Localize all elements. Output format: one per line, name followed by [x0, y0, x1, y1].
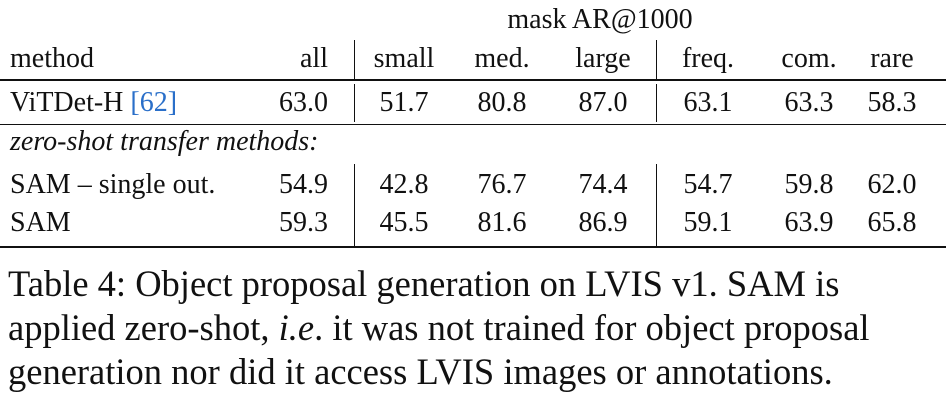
row-method: SAM	[10, 207, 71, 238]
cell-large: 74.4	[578, 169, 628, 200]
cell-freq: 59.1	[683, 207, 733, 238]
cell-rare: 65.8	[867, 207, 917, 238]
cell-med: 76.7	[477, 169, 527, 200]
cell-com: 63.3	[784, 87, 834, 118]
cell-med: 81.6	[477, 207, 527, 238]
cell-large: 86.9	[578, 207, 628, 238]
cell-freq: 54.7	[683, 169, 733, 200]
col-header-small: small	[373, 43, 435, 74]
caption-text: . it was not trained for object proposal	[314, 307, 870, 348]
cell-freq: 63.1	[683, 87, 733, 118]
col-header-large: large	[575, 43, 631, 74]
column-divider	[354, 164, 355, 246]
column-divider	[656, 40, 657, 80]
col-header-med: med.	[474, 43, 530, 74]
citation-link[interactable]: [62]	[130, 87, 178, 118]
cell-com: 63.9	[784, 207, 834, 238]
caption-italic-ie: i.e	[278, 307, 315, 348]
cell-small: 42.8	[379, 169, 429, 200]
caption-text: applied zero-shot,	[8, 307, 279, 348]
cell-all: 63.0	[279, 87, 328, 118]
row-method: SAM – single out.	[10, 169, 216, 200]
col-header-rare: rare	[870, 43, 914, 74]
caption-line-1: Table 4: Object proposal generation on L…	[8, 262, 943, 306]
cell-small: 45.5	[379, 207, 429, 238]
method-name: ViTDet-H	[10, 87, 124, 118]
section-rule	[0, 124, 946, 125]
col-header-com: com.	[781, 43, 837, 74]
column-divider	[656, 84, 657, 122]
col-header-freq: freq.	[681, 43, 735, 74]
column-divider	[354, 84, 355, 122]
cell-small: 51.7	[379, 87, 429, 118]
table-caption: Table 4: Object proposal generation on L…	[8, 262, 943, 394]
column-divider	[354, 40, 355, 80]
cell-all: 59.3	[279, 207, 328, 238]
cell-rare: 58.3	[867, 87, 917, 118]
cell-all: 54.9	[279, 169, 328, 200]
col-header-all: all	[300, 43, 328, 74]
caption-line-2: applied zero-shot, i.e. it was not train…	[8, 306, 943, 350]
caption-text: Object proposal generation on LVIS v1. S…	[135, 263, 840, 304]
cell-rare: 62.0	[867, 169, 917, 200]
caption-line-3: generation nor did it access LVIS images…	[8, 351, 833, 392]
col-header-method: method	[10, 43, 94, 74]
bottom-rule	[0, 246, 946, 248]
cell-large: 87.0	[578, 87, 628, 118]
group-header: mask AR@1000	[507, 4, 693, 35]
section-label: zero-shot transfer methods:	[10, 126, 319, 157]
caption-label: Table 4:	[8, 263, 127, 304]
cell-med: 80.8	[477, 87, 527, 118]
cell-com: 59.8	[784, 169, 834, 200]
header-rule	[0, 79, 946, 81]
row-method: ViTDet-H [62]	[10, 87, 177, 119]
column-divider	[656, 164, 657, 246]
